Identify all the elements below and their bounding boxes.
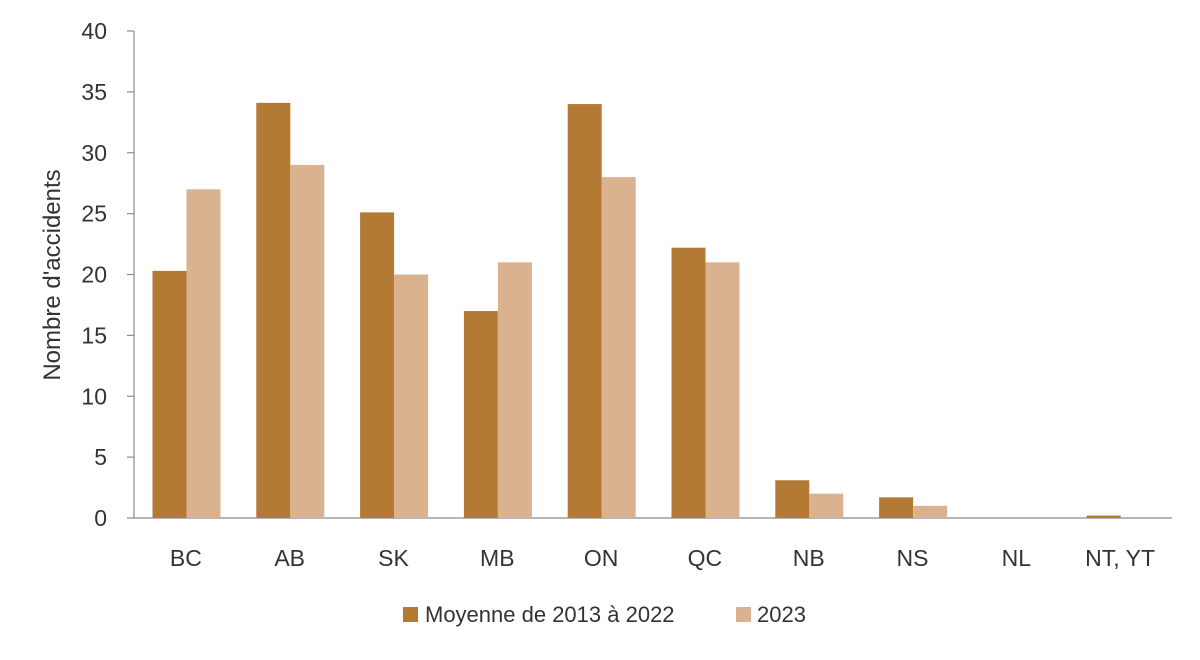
bar-qc-series-1 bbox=[671, 247, 706, 518]
bar-ns-series-2 bbox=[913, 505, 948, 518]
bar-on-series-1 bbox=[567, 104, 602, 519]
legend-swatch bbox=[736, 607, 751, 622]
y-tick-label: 35 bbox=[81, 79, 107, 105]
bar-qc-series-2 bbox=[705, 262, 740, 518]
x-tick-label: QC bbox=[688, 545, 723, 571]
bar-nt-yt-series-1 bbox=[1086, 515, 1121, 518]
bar-on-series-2 bbox=[601, 177, 636, 518]
bar-ab-series-2 bbox=[290, 164, 325, 519]
x-tick-label: AB bbox=[274, 545, 305, 571]
y-tick-label: 25 bbox=[81, 201, 107, 227]
y-tick-label: 10 bbox=[81, 383, 107, 409]
legend-label: 2023 bbox=[757, 602, 806, 627]
bar-mb-series-1 bbox=[463, 311, 498, 518]
bar-bc-series-1 bbox=[152, 270, 187, 518]
y-tick-label: 20 bbox=[81, 262, 107, 288]
bar-bc-series-2 bbox=[186, 189, 221, 518]
x-tick-label: MB bbox=[480, 545, 515, 571]
bar-nb-series-1 bbox=[775, 480, 810, 518]
y-tick-label: 15 bbox=[81, 322, 107, 348]
bar-sk-series-2 bbox=[394, 274, 429, 518]
bar-mb-series-2 bbox=[497, 262, 532, 518]
bars bbox=[152, 102, 1121, 519]
bar-ns-series-1 bbox=[879, 497, 914, 518]
y-tick-label: 30 bbox=[81, 140, 107, 166]
legend-swatch bbox=[403, 607, 418, 622]
axes: 0 5 10 15 20 25 30 35 40 bbox=[81, 18, 1172, 531]
bar-ab-series-1 bbox=[256, 102, 291, 519]
y-axis-label: Nombre d'accidents bbox=[39, 169, 66, 380]
legend: Moyenne de 2013 à 2022 2023 bbox=[403, 602, 806, 627]
x-tick-labels: BC AB SK MB ON QC NB NS NL NT, YT bbox=[170, 545, 1155, 571]
x-tick-label: NL bbox=[1002, 545, 1032, 571]
y-tick-label: 0 bbox=[94, 505, 107, 531]
bar-sk-series-1 bbox=[360, 212, 395, 518]
legend-label: Moyenne de 2013 à 2022 bbox=[425, 602, 675, 627]
x-tick-label: ON bbox=[584, 545, 619, 571]
x-tick-label: NS bbox=[897, 545, 929, 571]
y-tick-label: 40 bbox=[81, 18, 107, 44]
bar-nb-series-2 bbox=[809, 493, 844, 518]
x-tick-label: BC bbox=[170, 545, 202, 571]
y-tick-label: 5 bbox=[94, 444, 107, 470]
x-tick-label: SK bbox=[378, 545, 409, 571]
x-tick-label: NT, YT bbox=[1085, 545, 1155, 571]
x-tick-label: NB bbox=[793, 545, 825, 571]
